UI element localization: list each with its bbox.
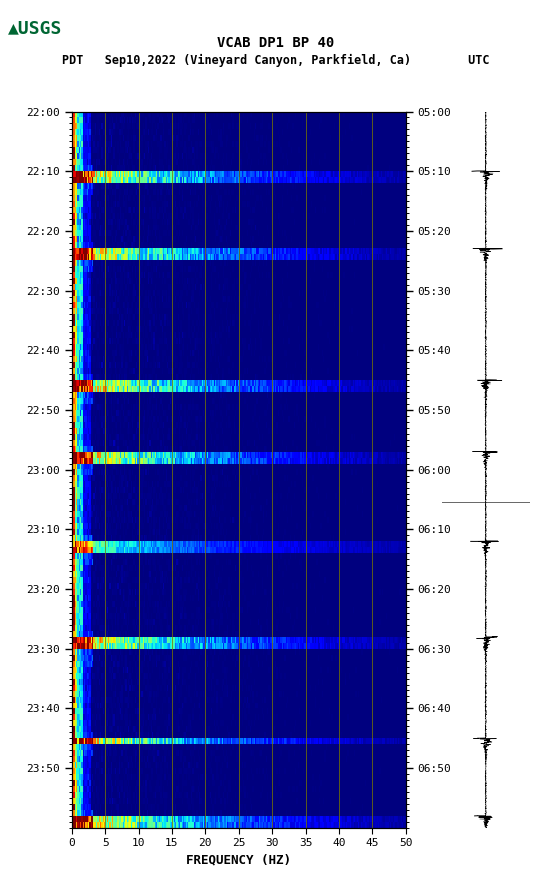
Text: ▲USGS: ▲USGS bbox=[8, 20, 63, 37]
Text: VCAB DP1 BP 40: VCAB DP1 BP 40 bbox=[217, 36, 335, 50]
X-axis label: FREQUENCY (HZ): FREQUENCY (HZ) bbox=[186, 854, 291, 867]
Text: PDT   Sep10,2022 (Vineyard Canyon, Parkfield, Ca)        UTC: PDT Sep10,2022 (Vineyard Canyon, Parkfie… bbox=[62, 54, 490, 67]
